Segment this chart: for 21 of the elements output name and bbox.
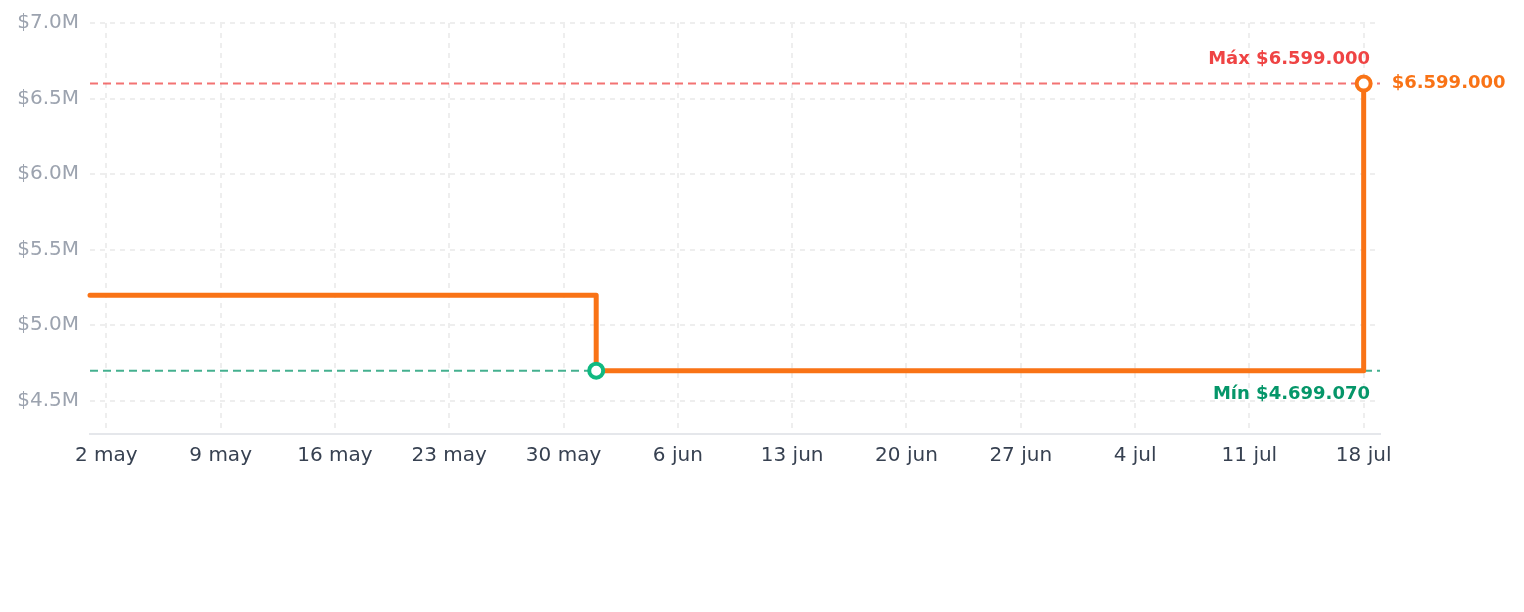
y-tick-label: $6.5M	[17, 84, 79, 109]
annotation: $6.599.000	[1391, 71, 1506, 93]
x-tick-label: 16 may	[297, 442, 373, 467]
x-tick-label: 9 may	[189, 442, 253, 467]
x-tick-label: 20 jun	[875, 442, 938, 467]
y-tick-label: $6.0M	[17, 160, 79, 185]
x-tick-label: 2 may	[75, 442, 138, 467]
x-tick-label: 13 jun	[760, 442, 824, 467]
x-tick-label: 27 jun	[989, 442, 1053, 467]
y-tick-label: $7.0M	[17, 9, 79, 34]
ref-line-label: Máx $6.599.000	[1208, 47, 1370, 69]
y-tick-label: $5.0M	[17, 311, 79, 336]
ref-line-label: Mín $4.699.070	[1212, 382, 1370, 404]
x-tick-label: 6 jun	[652, 442, 703, 467]
x-tick-label: 23 may	[411, 442, 488, 467]
x-tick-label: 4 jul	[1113, 442, 1157, 467]
x-tick-label: 18 jul	[1335, 442, 1392, 467]
y-tick-label: $5.5M	[17, 235, 79, 260]
x-tick-label: 11 jul	[1221, 442, 1278, 467]
y-tick-label: $4.5M	[17, 386, 79, 411]
x-tick-label: 30 may	[525, 442, 602, 467]
